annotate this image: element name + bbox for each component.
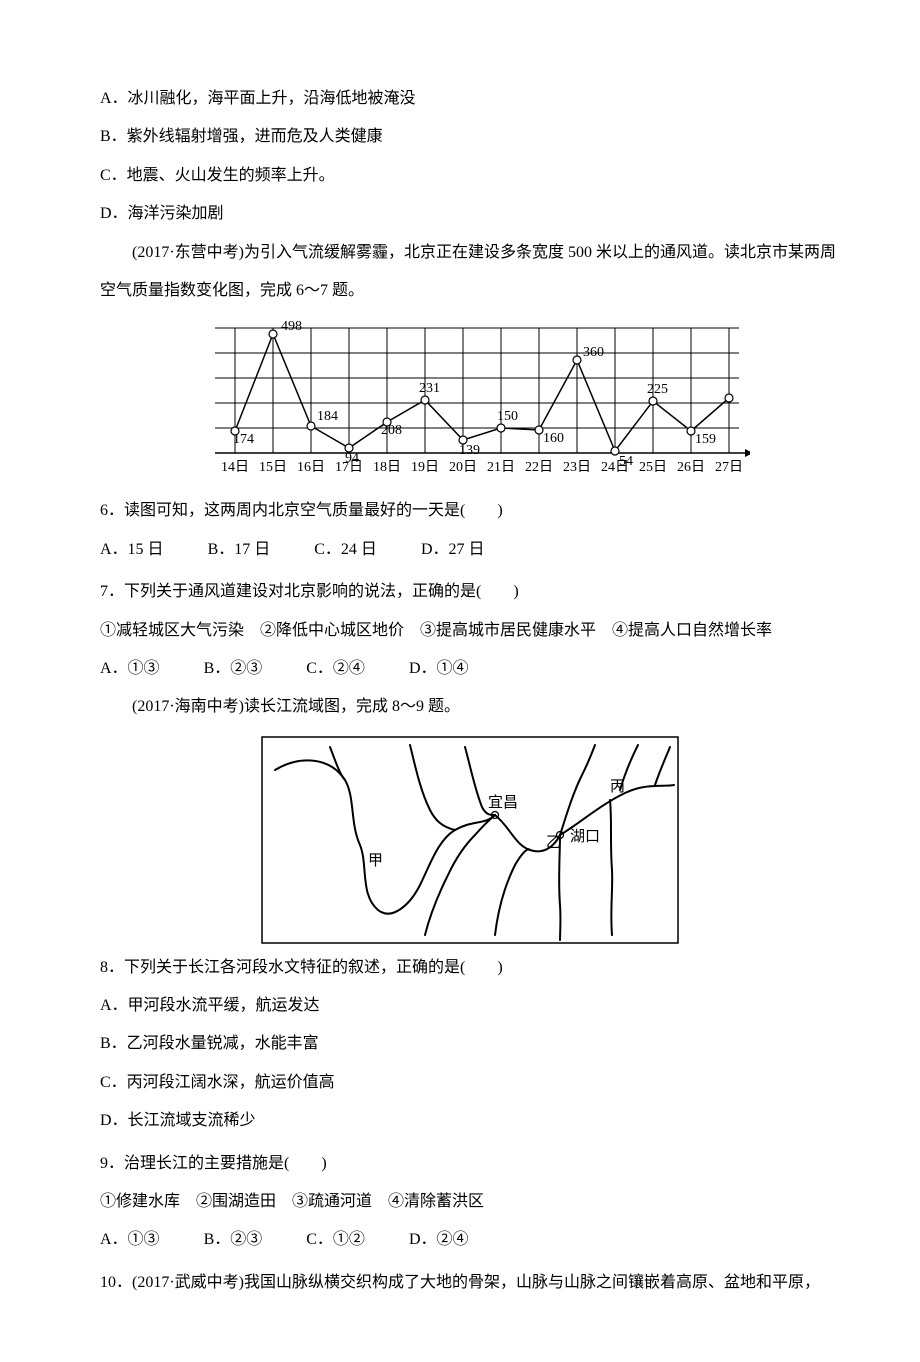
opt-c: C．地震、火山发生的频率上升。 [100, 157, 840, 195]
q6-stem: 6．读图可知，这两周内北京空气质量最好的一天是( ) [100, 492, 840, 530]
opt-b: B．紫外线辐射增强，进而危及人类健康 [100, 118, 840, 156]
q7-options: A．①③ B．②③ C．②④ D．①④ [100, 650, 840, 688]
svg-text:乙: 乙 [546, 835, 561, 851]
svg-text:150: 150 [497, 409, 518, 424]
svg-text:184: 184 [317, 409, 338, 424]
svg-text:21日: 21日 [487, 460, 515, 475]
yangtze-map: 宜昌湖口甲 乙 丙 [100, 735, 840, 945]
svg-text:498: 498 [281, 319, 302, 334]
aqi-line-chart: 174498184942082311391501603605422515914日… [100, 318, 840, 488]
q8-opt-c: C．丙河段江阔水深，航运价值高 [100, 1064, 840, 1102]
svg-text:208: 208 [381, 423, 402, 438]
svg-text:18日: 18日 [373, 460, 401, 475]
q8-opt-a: A．甲河段水流平缓，航运发达 [100, 987, 840, 1025]
q8-stem: 8．下列关于长江各河段水文特征的叙述，正确的是( ) [100, 949, 840, 987]
svg-text:26日: 26日 [677, 460, 705, 475]
q6-opt-b: B．17 日 [208, 541, 271, 558]
svg-text:160: 160 [543, 431, 564, 446]
svg-text:22日: 22日 [525, 460, 553, 475]
q7-circled: ①减轻城区大气污染 ②降低中心城区地价 ③提高城市居民健康水平 ④提高人口自然增… [100, 612, 840, 650]
q8-opt-b: B．乙河段水量锐减，水能丰富 [100, 1025, 840, 1063]
q9-options: A．①③ B．②③ C．①② D．②④ [100, 1221, 840, 1259]
q7-opt-b: B．②③ [204, 660, 263, 677]
q9-circled: ①修建水库 ②围湖造田 ③疏通河道 ④清除蓄洪区 [100, 1183, 840, 1221]
opt-d: D．海洋污染加剧 [100, 195, 840, 233]
q9-stem: 9．治理长江的主要措施是( ) [100, 1145, 840, 1183]
q6-opt-d: D．27 日 [421, 541, 485, 558]
q9-opt-b: B．②③ [204, 1231, 263, 1248]
q7-opt-a: A．①③ [100, 660, 160, 677]
q6-opt-c: C．24 日 [314, 541, 377, 558]
q7-stem: 7．下列关于通风道建设对北京影响的说法，正确的是( ) [100, 573, 840, 611]
svg-text:丙: 丙 [610, 779, 625, 795]
q9-opt-a: A．①③ [100, 1231, 160, 1248]
svg-text:360: 360 [583, 345, 604, 360]
svg-text:225: 225 [647, 382, 668, 397]
svg-text:宜昌: 宜昌 [488, 794, 518, 811]
q7-opt-c: C．②④ [306, 660, 365, 677]
q10-stem: 10．(2017·武威中考)我国山脉纵横交织构成了大地的骨架，山脉与山脉之间镶嵌… [100, 1264, 840, 1302]
opt-a: A．冰川融化，海平面上升，沿海低地被淹没 [100, 80, 840, 118]
svg-text:24日: 24日 [601, 460, 629, 475]
passage-1: (2017·东营中考)为引入气流缓解雾霾，北京正在建设多条宽度 500 米以上的… [100, 234, 840, 311]
svg-text:23日: 23日 [563, 460, 591, 475]
svg-text:19日: 19日 [411, 460, 439, 475]
passage-2: (2017·海南中考)读长江流域图，完成 8～9 题。 [100, 688, 840, 726]
svg-text:159: 159 [695, 432, 716, 447]
svg-text:231: 231 [419, 381, 440, 396]
svg-text:甲: 甲 [368, 853, 383, 869]
q7-opt-d: D．①④ [409, 660, 469, 677]
svg-text:湖口: 湖口 [570, 828, 600, 845]
svg-text:139: 139 [459, 443, 480, 458]
svg-text:16日: 16日 [297, 460, 325, 475]
svg-text:25日: 25日 [639, 460, 667, 475]
svg-text:17日: 17日 [335, 460, 363, 475]
q8-opt-d: D．长江流域支流稀少 [100, 1102, 840, 1140]
svg-text:27日: 27日 [715, 460, 743, 475]
svg-text:14日: 14日 [221, 460, 249, 475]
q6-options: A．15 日 B．17 日 C．24 日 D．27 日 [100, 531, 840, 569]
svg-text:20日: 20日 [449, 460, 477, 475]
q9-opt-d: D．②④ [409, 1231, 469, 1248]
svg-text:174: 174 [233, 432, 254, 447]
svg-text:15日: 15日 [259, 460, 287, 475]
q6-opt-a: A．15 日 [100, 541, 164, 558]
q9-opt-c: C．①② [306, 1231, 365, 1248]
